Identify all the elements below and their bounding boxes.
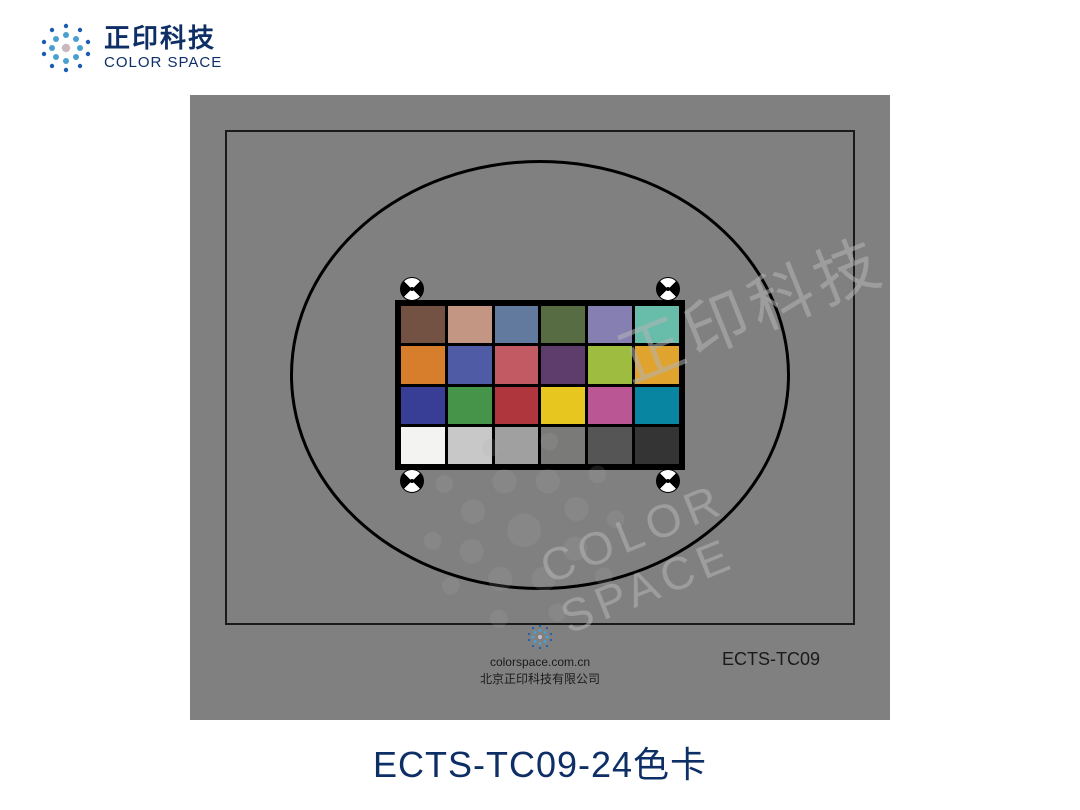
swatch-14 [495,387,539,424]
swatch-16 [588,387,632,424]
brand-header: 正印科技 COLOR SPACE [40,22,222,74]
test-card: 正印科技 COLOR SPACE colorspace.com.cn 北京正印科… [190,95,890,720]
color-chart [395,300,685,470]
mini-logo-icon [525,624,555,650]
swatch-19 [448,427,492,464]
swatch-21 [541,427,585,464]
swatch-22 [588,427,632,464]
swatch-5 [635,306,679,343]
swatch-0 [401,306,445,343]
swatch-9 [541,346,585,383]
brand-text: 正印科技 COLOR SPACE [104,24,222,71]
page-caption: ECTS-TC09-24色卡 [0,736,1080,788]
brand-name-en: COLOR SPACE [104,54,222,71]
swatch-15 [541,387,585,424]
swatch-11 [635,346,679,383]
swatch-7 [448,346,492,383]
brand-logo-icon [40,22,92,74]
footer-company: 北京正印科技有限公司 [190,671,890,688]
swatch-3 [541,306,585,343]
swatch-1 [448,306,492,343]
swatch-18 [401,427,445,464]
swatch-17 [635,387,679,424]
swatch-8 [495,346,539,383]
swatch-23 [635,427,679,464]
swatch-13 [448,387,492,424]
fiducial-marker-br [656,469,680,493]
swatch-6 [401,346,445,383]
swatch-10 [588,346,632,383]
swatch-12 [401,387,445,424]
model-label: ECTS-TC09 [722,649,820,670]
swatch-2 [495,306,539,343]
swatch-4 [588,306,632,343]
brand-name-cn: 正印科技 [104,24,222,54]
swatch-20 [495,427,539,464]
fiducial-marker-tr [656,277,680,301]
fiducial-marker-tl [400,277,424,301]
fiducial-marker-bl [400,469,424,493]
color-chart-grid [401,306,679,464]
